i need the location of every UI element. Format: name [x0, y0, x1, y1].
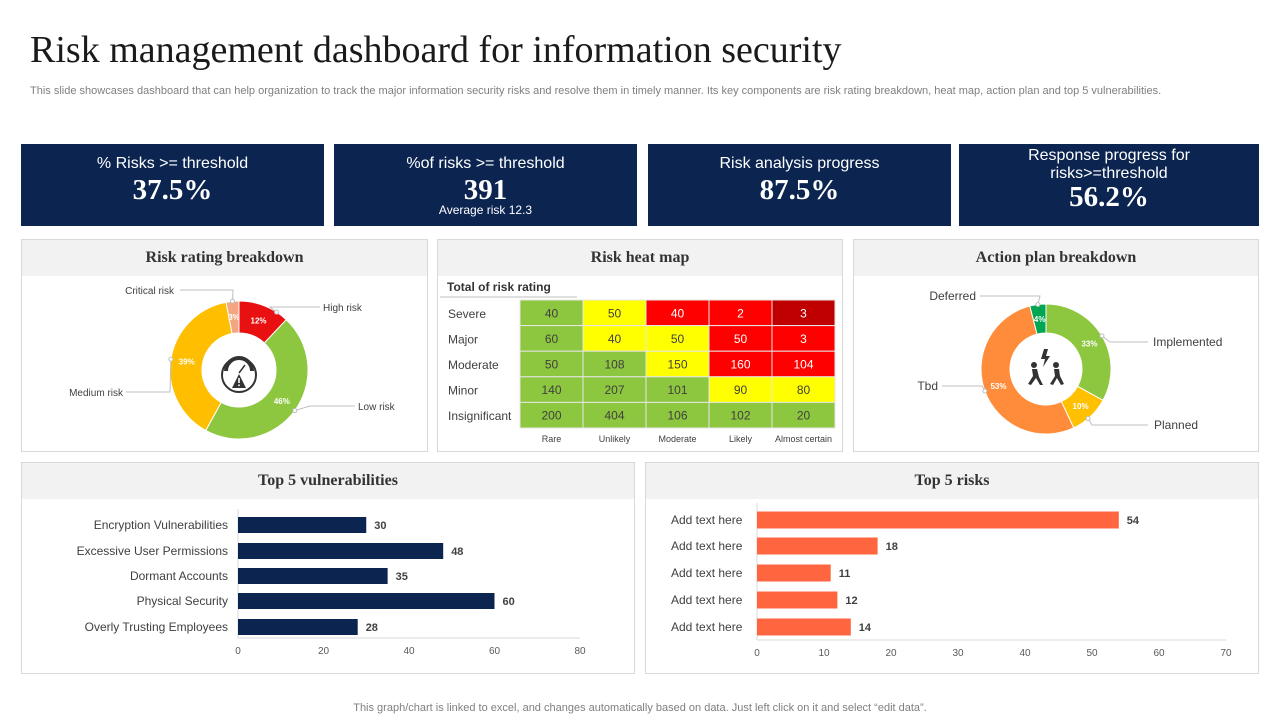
panel-risk-rating-breakdown: Risk rating breakdown: [21, 239, 428, 452]
page-subtitle: This slide showcases dashboard that can …: [30, 85, 1162, 97]
panel-title: Risk rating breakdown: [22, 240, 427, 276]
kpi-label: Response progress for risks>=threshold: [1028, 147, 1190, 182]
kpi-value: 87.5%: [759, 174, 840, 206]
panel-title: Risk heat map: [438, 240, 842, 276]
kpi-card-risks-threshold-count: %of risks >= threshold 391 Average risk …: [334, 144, 637, 226]
kpi-label: Risk analysis progress: [719, 155, 880, 172]
kpi-card-risk-analysis-progress: Risk analysis progress 87.5%: [648, 144, 951, 226]
kpi-value: 56.2%: [1069, 181, 1149, 213]
panel-title: Action plan breakdown: [854, 240, 1258, 276]
kpi-value: 391: [463, 174, 508, 206]
kpi-label: %of risks >= threshold: [406, 155, 565, 172]
panel-action-plan-breakdown: Action plan breakdown: [853, 239, 1259, 452]
panel-title: Top 5 risks: [646, 463, 1258, 499]
panel-title: Top 5 vulnerabilities: [22, 463, 634, 499]
kpi-card-risks-threshold-percent: % Risks >= threshold 37.5%: [21, 144, 324, 226]
kpi-card-response-progress: Response progress for risks>=threshold 5…: [959, 144, 1259, 226]
panel-risk-heat-map: Risk heat map: [437, 239, 843, 452]
kpi-subtext: Average risk 12.3: [438, 203, 533, 217]
footer-note: This graph/chart is linked to excel, and…: [353, 702, 927, 714]
page-title: Risk management dashboard for informatio…: [30, 29, 842, 71]
kpi-label: % Risks >= threshold: [96, 155, 249, 172]
panel-top-risks: Top 5 risks: [645, 462, 1259, 674]
kpi-value: 37.5%: [132, 174, 213, 206]
panel-top-vulnerabilities: Top 5 vulnerabilities: [21, 462, 635, 674]
